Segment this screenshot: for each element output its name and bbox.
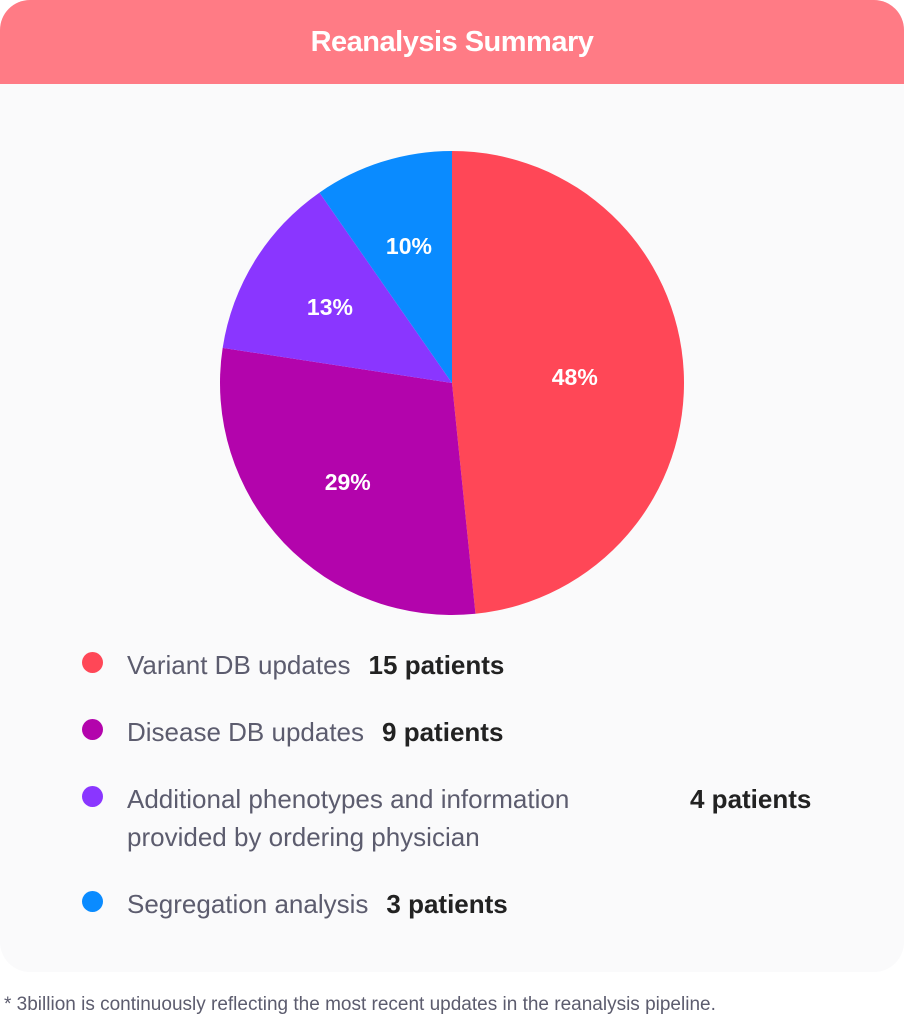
legend-dot [82, 891, 103, 912]
pie-slice-4 [319, 151, 452, 383]
footnote: * 3billion is continuously reflecting th… [4, 994, 716, 1015]
legend-value: 9 patients [382, 717, 504, 747]
pie-slice-label: 10% [386, 233, 432, 259]
summary-card: Reanalysis Summary 48% 29% 13% 10% Variant … [0, 0, 904, 923]
legend-label: Disease DB updates [127, 717, 365, 747]
pie-slice-2 [219, 347, 476, 615]
legend-item-disease-db: Disease DB updates 9 patients [82, 713, 503, 751]
card-title: Reanalysis Summary [310, 25, 594, 58]
pie-slice-label: 48% [552, 364, 598, 390]
legend-label: Additional phenotypes and information pr… [127, 784, 570, 852]
pie-slice-1 [452, 151, 685, 614]
legend-label: Variant DB updates [127, 650, 351, 680]
pie-slice-label: 29% [325, 469, 371, 495]
legend-dot [82, 719, 103, 740]
pie-slice-label: 13% [307, 294, 353, 320]
legend-value: 4 patients [690, 784, 812, 814]
legend-item-variant-db: Variant DB updates 15 patients [82, 646, 504, 684]
legend-value: 3 patients [386, 889, 508, 919]
card-header: Reanalysis Summary [0, 0, 904, 84]
legend-item-additional-phenotypes: Additional phenotypes and information pr… [82, 780, 811, 856]
legend-label: Segregation analysis [127, 889, 369, 919]
pie-chart: 48% 29% 13% 10% [219, 151, 685, 615]
legend-dot [82, 786, 103, 807]
legend-item-segregation: Segregation analysis 3 patients [82, 885, 508, 923]
legend-dot [82, 652, 103, 673]
pie-slice-3 [222, 192, 452, 383]
legend-value: 15 patients [368, 650, 505, 680]
